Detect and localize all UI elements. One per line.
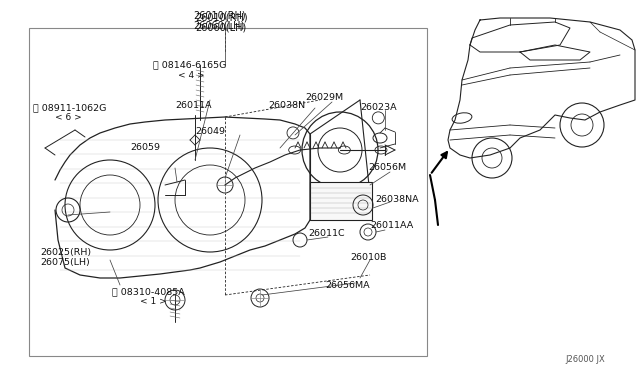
Text: 26056MA: 26056MA [325,280,370,289]
Text: 26056M: 26056M [368,164,406,173]
Text: 26075(LH): 26075(LH) [40,257,90,266]
Text: 26023A: 26023A [360,103,397,112]
Text: 26025(RH): 26025(RH) [40,247,91,257]
Text: 26029M: 26029M [305,93,343,103]
Text: 26010(RH): 26010(RH) [193,10,246,20]
Text: < 4 >: < 4 > [178,71,205,80]
Text: 26049: 26049 [195,128,225,137]
Text: 26060(LH): 26060(LH) [193,20,244,30]
Text: ⒳ 08146-6165G: ⒳ 08146-6165G [153,61,227,70]
Text: 26011C: 26011C [308,230,344,238]
Bar [29,28,427,356]
Text: J26000 JX: J26000 JX [565,356,605,365]
Text: 26011A: 26011A [175,100,211,109]
Bar [310,182,372,220]
Text: < 1 >: < 1 > [140,298,167,307]
Text: Ⓢ 08310-4085A: Ⓢ 08310-4085A [112,288,185,296]
Text: < 6 >: < 6 > [55,113,82,122]
Text: 26038NA: 26038NA [375,196,419,205]
Text: 26010(RH): 26010(RH) [195,13,248,23]
Text: 26038N: 26038N [268,100,305,109]
Text: Ⓝ 08911-1062G: Ⓝ 08911-1062G [33,103,106,112]
Text: 26060(LH): 26060(LH) [195,23,246,33]
Text: 26010B: 26010B [350,253,387,263]
Text: 26059: 26059 [130,144,160,153]
Text: 26011AA: 26011AA [370,221,413,230]
